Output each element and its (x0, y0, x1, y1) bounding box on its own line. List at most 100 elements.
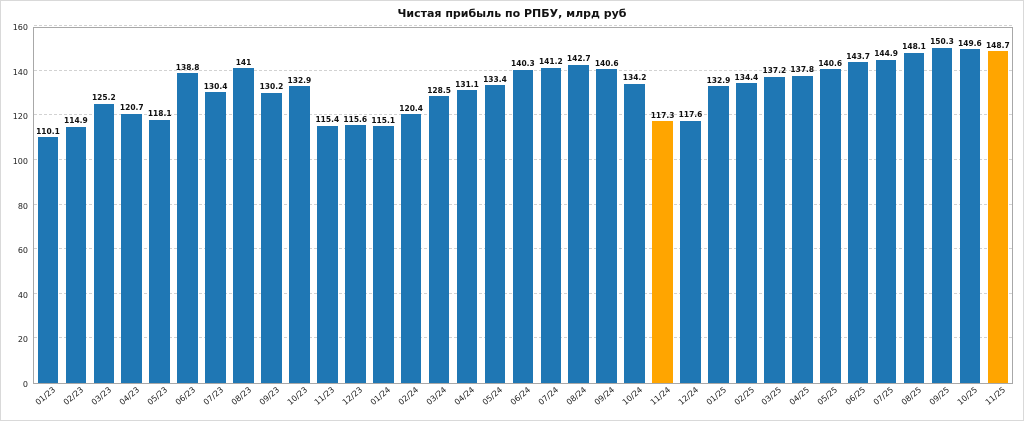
x-tick-label: 04/24 (452, 385, 477, 407)
bar-value-label: 140.3 (511, 59, 535, 69)
bar-value-label: 137.8 (790, 65, 815, 75)
x-tick-label: 07/25 (871, 385, 896, 407)
bar (903, 52, 925, 383)
bar-slot: 134.4 02/25 (732, 28, 760, 407)
x-tick-label: 09/23 (257, 385, 281, 407)
bar-slot: 120.7 04/23 (118, 28, 146, 407)
bar-value-label: 134.2 (622, 73, 647, 83)
gridline (34, 25, 1012, 26)
x-tick-label: 08/23 (229, 385, 253, 407)
y-tick-label: 40 (17, 290, 28, 300)
x-tick-label: 03/23 (89, 385, 114, 407)
bar-value-label: 133.4 (483, 74, 507, 84)
x-tick-label: 04/23 (117, 385, 142, 407)
bar-slot: 143.7 06/25 (844, 28, 872, 407)
bar (344, 125, 366, 383)
x-tick-label: 03/24 (424, 385, 449, 407)
bar (931, 47, 953, 383)
bar-slot: 117.6 12/24 (676, 28, 705, 407)
x-tick-label: 01/25 (704, 385, 728, 407)
y-tick-label: 140 (12, 67, 28, 77)
bar-value-label: 148.1 (902, 42, 926, 52)
plot-area: 110.1 01/23 114.9 02/23 125.2 03/23 120.7 04/23… (33, 25, 1013, 407)
bar-value-label: 143.7 (846, 51, 871, 61)
bar-slot: 115.4 11/23 (313, 28, 341, 407)
x-tick-label: 05/24 (480, 385, 505, 407)
bar-slot: 137.2 03/25 (760, 28, 788, 407)
bar-value-label: 140.6 (818, 58, 843, 68)
bar-slot: 114.9 02/23 (62, 28, 90, 407)
bar-value-label: 130.4 (203, 81, 228, 91)
bar (456, 90, 478, 383)
x-tick-label: 02/23 (61, 385, 86, 407)
bar-slot: 148.1 08/25 (900, 28, 928, 407)
y-tick-label: 160 (12, 23, 28, 32)
bar-slot: 149.6 10/25 (956, 28, 984, 407)
bar-slot: 148.7 11/25 (984, 28, 1012, 407)
bar-value-label: 118.1 (147, 109, 172, 118)
x-tick-label: 08/24 (564, 385, 589, 407)
bar (596, 69, 618, 383)
y-tick-label: 60 (17, 246, 28, 256)
x-tick-label: 12/23 (341, 385, 365, 407)
bar-value-label: 130.2 (259, 82, 284, 91)
bar-value-label: 132.9 (287, 75, 312, 85)
bar (624, 83, 645, 383)
bar-slot: 141 08/23 (229, 28, 258, 407)
bar-slot: 117.3 11/24 (648, 28, 677, 407)
bar (261, 92, 282, 383)
bar-value-label: 120.4 (399, 103, 424, 113)
bar (177, 73, 198, 383)
bar-slot: 130.2 09/23 (257, 28, 286, 407)
bar-value-label: 115.1 (371, 115, 396, 125)
bar-value-label: 131.1 (455, 79, 479, 89)
bar-value-label: 110.1 (36, 126, 60, 136)
bar (400, 114, 422, 383)
bar (121, 113, 143, 383)
y-tick-label: 20 (17, 335, 28, 345)
bar-value-label: 125.2 (91, 93, 116, 103)
bar (819, 69, 841, 383)
bar-value-label: 141.2 (538, 57, 563, 67)
x-tick-label: 08/25 (899, 385, 924, 407)
bar-value-label: 142.7 (566, 54, 591, 64)
bar (149, 119, 171, 383)
bar (372, 126, 394, 383)
bar-slot: 118.1 05/23 (146, 28, 174, 407)
bar-slot: 138.8 06/23 (174, 28, 202, 407)
x-tick-label: 06/24 (508, 385, 533, 407)
x-tick-label: 11/25 (983, 385, 1008, 407)
bar (736, 83, 757, 383)
x-tick-label: 02/25 (732, 385, 756, 407)
x-tick-label: 11/24 (648, 385, 672, 407)
bar-value-label: 134.4 (734, 72, 759, 82)
bar-slot: 133.4 05/24 (481, 28, 509, 407)
bar-slot: 120.4 02/24 (397, 28, 425, 407)
bar-slot: 144.9 07/25 (872, 28, 900, 407)
y-tick-label: 100 (12, 156, 28, 166)
x-tick-label: 11/23 (313, 385, 337, 407)
bar-value-label: 141 (235, 57, 252, 67)
bar-value-label: 150.3 (930, 37, 954, 47)
bar-slot: 150.3 09/25 (928, 28, 956, 407)
x-tick-label: 05/23 (145, 385, 170, 407)
bar-value-label: 120.7 (119, 103, 144, 113)
bar-value-label: 138.8 (175, 62, 200, 72)
bar (93, 103, 115, 383)
bar-slot: 132.9 01/25 (704, 28, 733, 407)
bar-value-label: 115.6 (343, 114, 368, 124)
bar (652, 121, 673, 383)
bar-slot: 137.8 04/25 (788, 28, 816, 407)
bar (233, 68, 254, 383)
bar (484, 85, 506, 383)
x-tick-label: 06/25 (844, 385, 868, 407)
bar-value-label: 114.9 (64, 116, 88, 126)
bar-slot: 140.6 09/24 (593, 28, 621, 407)
bar-slot: 142.7 08/24 (565, 28, 593, 407)
y-tick-label: 80 (17, 201, 28, 211)
bar-value-label: 140.6 (594, 58, 619, 68)
bar (987, 51, 1009, 383)
bar-value-label: 132.9 (706, 75, 731, 85)
x-tick-label: 03/25 (760, 385, 784, 407)
